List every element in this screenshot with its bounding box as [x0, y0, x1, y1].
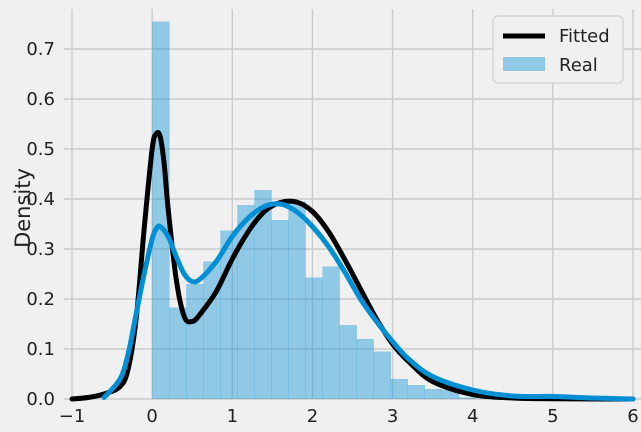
- legend-label-fitted: Fitted: [559, 26, 610, 47]
- histogram-bar: [458, 397, 477, 399]
- histogram-bar: [288, 201, 306, 399]
- histogram-bar: [152, 21, 170, 399]
- x-tick-label: 1: [227, 406, 238, 427]
- histogram-bar: [322, 266, 340, 399]
- y-tick-label: 0.4: [26, 189, 55, 210]
- histogram-bar: [169, 307, 187, 399]
- y-tick-label: 0.7: [26, 39, 55, 60]
- histogram-bar: [356, 339, 374, 399]
- x-tick-label: 5: [547, 406, 558, 427]
- histogram-bar: [203, 261, 221, 399]
- legend-label-real: Real: [559, 55, 598, 76]
- histogram-bar: [373, 351, 391, 399]
- y-tick-label: 0.1: [26, 339, 55, 360]
- y-tick-label: 0.3: [26, 239, 55, 260]
- histogram-bar: [254, 190, 272, 399]
- histogram-bar: [407, 385, 426, 399]
- histogram-bar: [305, 277, 323, 399]
- legend-box: [492, 15, 624, 84]
- y-tick-label: 0.0: [26, 389, 55, 410]
- x-axis-ticks: −1 0 1 2 3 4 5 6: [59, 406, 639, 427]
- x-tick-label: 3: [387, 406, 398, 427]
- x-tick-label: 0: [146, 406, 157, 427]
- y-axis-label: Density: [11, 168, 35, 248]
- histogram-bar: [271, 220, 289, 399]
- legend-swatch-real: [503, 57, 545, 71]
- histogram-bar: [424, 389, 443, 399]
- histogram-bar: [441, 390, 460, 399]
- y-tick-label: 0.2: [26, 289, 55, 310]
- y-tick-label: 0.5: [26, 139, 55, 160]
- histogram-bar: [237, 205, 255, 399]
- grid: [64, 9, 641, 400]
- legend: Fitted Real: [492, 15, 624, 84]
- histogram-bar: [475, 398, 494, 399]
- y-axis-ticks: 0.0 0.1 0.2 0.3 0.4 0.5 0.6 0.7: [26, 39, 55, 410]
- histogram-bar: [339, 325, 357, 399]
- series-line-real: [101, 201, 636, 402]
- x-tick-label: 2: [307, 406, 318, 427]
- x-tick-label: −1: [59, 406, 86, 427]
- y-tick-label: 0.6: [26, 89, 55, 110]
- density-lines: [69, 130, 636, 402]
- histogram-bar: [390, 379, 408, 399]
- x-tick-label: 6: [627, 406, 638, 427]
- x-tick-label: 4: [467, 406, 478, 427]
- histogram-bar: [186, 284, 204, 399]
